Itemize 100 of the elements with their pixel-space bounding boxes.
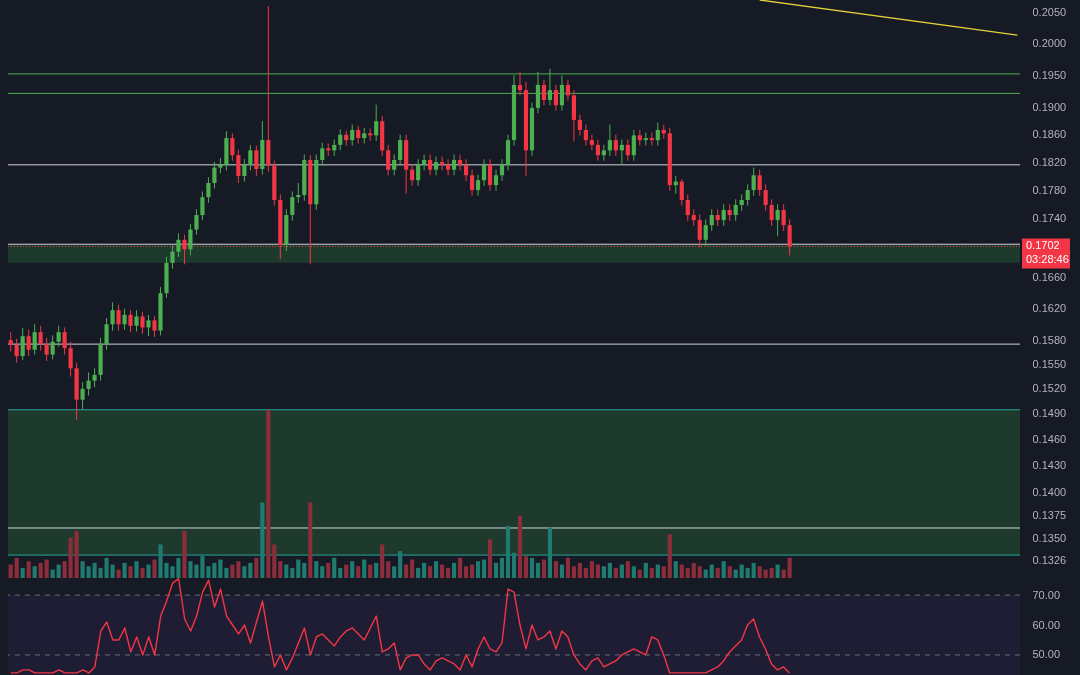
bar	[380, 544, 385, 578]
candlestick	[14, 338, 19, 364]
candlestick	[182, 234, 187, 265]
bar	[344, 564, 349, 578]
bar	[739, 564, 744, 578]
bar	[182, 530, 187, 578]
y-tick-label: 0.1490	[1032, 407, 1067, 420]
bar	[368, 564, 373, 578]
bar	[248, 562, 253, 578]
y-tick-label: 70.00	[1032, 588, 1061, 601]
bar	[703, 569, 708, 578]
y-tick-label: 0.1430	[1032, 459, 1067, 472]
bar	[595, 564, 600, 578]
candlestick	[374, 104, 379, 142]
candlestick	[445, 158, 451, 176]
candlestick	[499, 158, 505, 182]
bar	[481, 559, 487, 578]
bar	[62, 561, 67, 578]
candlestick	[242, 158, 247, 183]
candlestick	[386, 144, 391, 176]
bar	[769, 567, 774, 578]
bar	[392, 566, 397, 578]
bar	[398, 551, 403, 578]
bar	[290, 567, 295, 578]
y-tick-label: 0.1460	[1032, 433, 1067, 446]
bar	[649, 567, 654, 578]
candlestick	[320, 142, 325, 167]
candlestick	[440, 156, 445, 171]
bar	[535, 562, 541, 578]
candlestick	[721, 203, 726, 227]
bar	[68, 537, 73, 578]
candlestick	[68, 341, 73, 377]
candlestick	[565, 79, 571, 102]
candlestick	[188, 223, 193, 256]
candlestick	[26, 329, 31, 357]
bar	[493, 562, 499, 578]
bar	[8, 564, 13, 578]
bar	[589, 561, 594, 578]
bar	[547, 527, 553, 578]
bar	[296, 559, 301, 578]
bar	[128, 566, 133, 578]
bar	[721, 561, 726, 578]
bar	[266, 410, 271, 578]
bar	[775, 564, 780, 578]
candlestick	[116, 304, 121, 332]
candlestick	[146, 314, 151, 337]
candlestick	[56, 325, 61, 348]
bar	[601, 566, 606, 578]
bar	[757, 566, 762, 578]
bar	[499, 557, 505, 578]
candlestick	[709, 208, 714, 232]
candlestick	[733, 198, 738, 222]
y-tick-label: 0.1520	[1032, 382, 1067, 395]
candlestick	[631, 129, 636, 162]
candlestick	[62, 326, 67, 356]
bar	[416, 567, 421, 578]
bar	[308, 502, 313, 578]
bar	[434, 561, 439, 578]
candlestick	[487, 158, 493, 192]
candlestick	[703, 218, 708, 247]
candlestick	[410, 163, 415, 187]
candlestick	[451, 153, 457, 176]
candlestick	[583, 124, 588, 147]
candlestick	[595, 138, 600, 162]
bar	[314, 561, 319, 578]
bar	[74, 530, 79, 578]
candlestick	[38, 325, 43, 352]
candlestick	[392, 153, 397, 176]
bar	[517, 515, 523, 578]
bar	[326, 562, 331, 578]
candlestick	[469, 169, 475, 197]
candlestick	[128, 309, 133, 333]
bar	[673, 561, 678, 578]
text: 03:28:46	[1026, 253, 1069, 266]
bar	[230, 564, 235, 578]
candlestick	[134, 309, 139, 332]
candlestick	[80, 381, 85, 411]
bar	[374, 562, 379, 578]
bar	[631, 566, 636, 578]
y-tick-label: 0.1620	[1032, 302, 1067, 315]
candlestick	[50, 334, 55, 360]
bar	[541, 559, 547, 578]
y-tick-label: 50.00	[1032, 648, 1061, 661]
candlestick	[416, 158, 421, 187]
bar	[475, 561, 481, 578]
candlestick	[8, 331, 13, 352]
candlestick	[751, 167, 756, 197]
bar	[445, 567, 451, 578]
bar	[451, 562, 457, 578]
candlestick	[290, 190, 295, 222]
candlestick	[254, 145, 259, 177]
candlestick	[92, 367, 97, 388]
bar	[709, 564, 714, 578]
bar	[697, 566, 702, 578]
bar	[457, 557, 463, 578]
bar	[350, 561, 355, 578]
bar	[32, 566, 37, 578]
bar	[134, 561, 139, 578]
candlestick	[350, 124, 355, 147]
y-tick-label: 0.1780	[1032, 183, 1067, 196]
